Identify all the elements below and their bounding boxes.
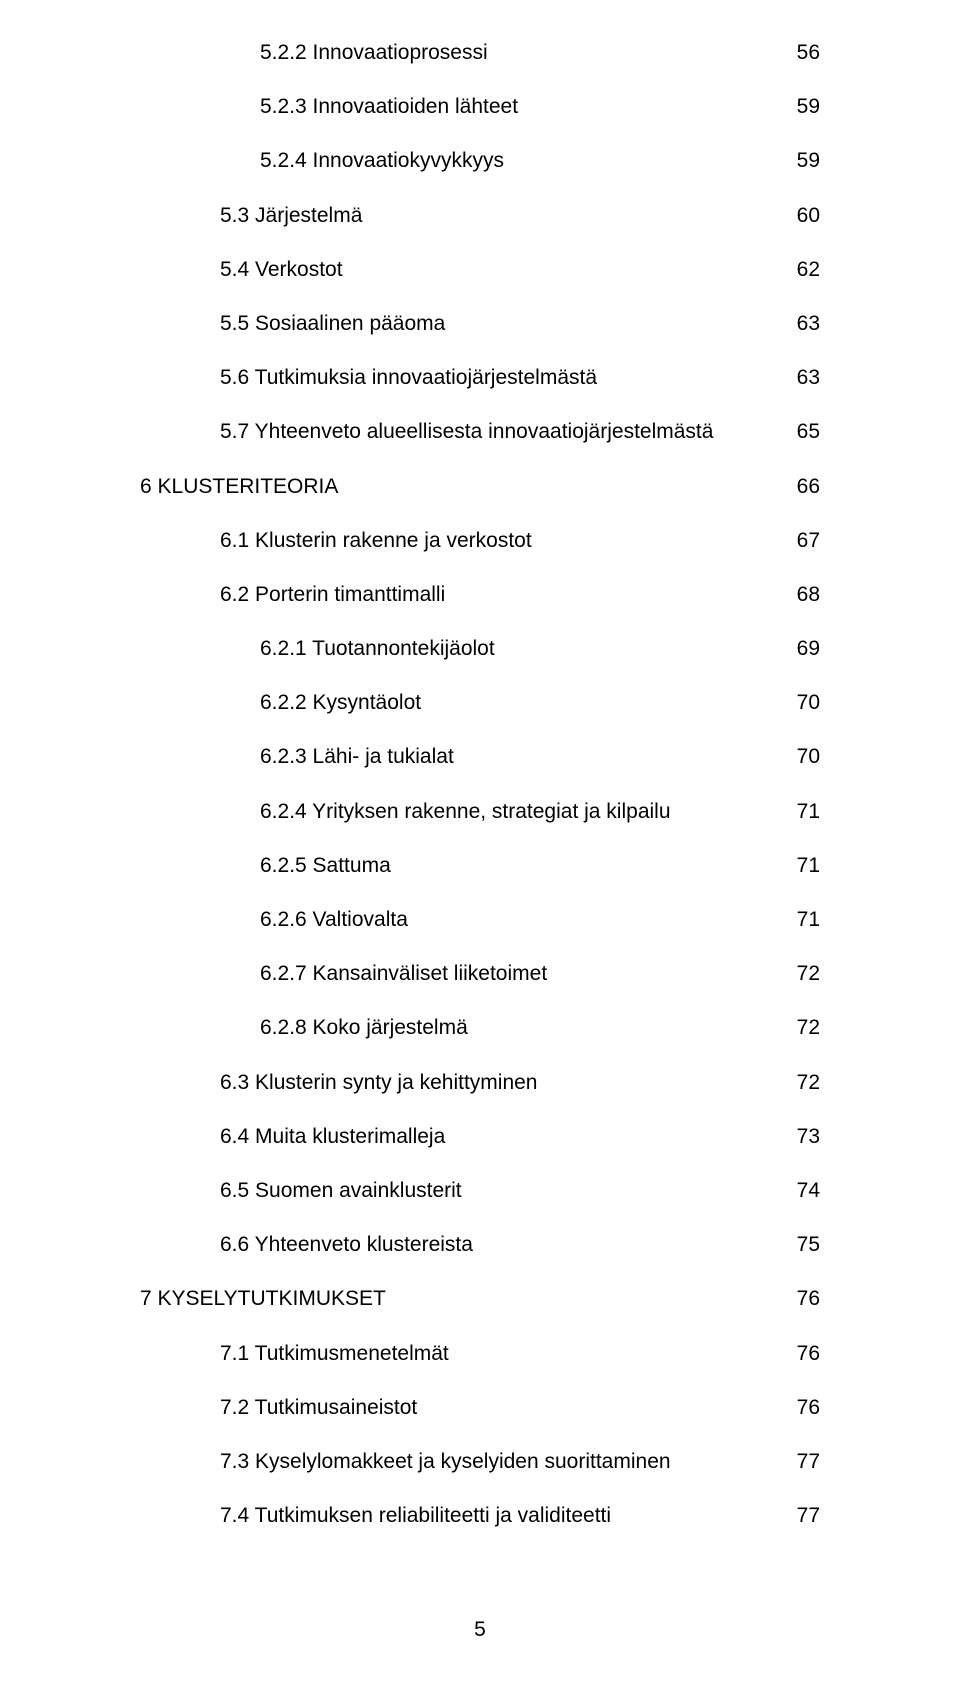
toc-entry-label: 6.2.2 Kysyntäolot	[140, 690, 421, 715]
toc-entry: 7 KYSELYTUTKIMUKSET 76	[140, 1286, 820, 1311]
toc-entry: 6.4 Muita klusterimalleja 73	[140, 1124, 820, 1149]
toc-entry-label: 5.4 Verkostot	[140, 257, 343, 282]
toc-entry-page: 74	[797, 1178, 820, 1203]
table-of-contents: 5.2.2 Innovaatioprosessi 56 5.2.3 Innovaat…	[140, 40, 820, 1528]
toc-entry-label: 6.2.8 Koko järjestelmä	[140, 1015, 468, 1040]
toc-entry-label: 5.2.3 Innovaatioiden lähteet	[140, 94, 518, 119]
toc-entry-page: 59	[797, 148, 820, 173]
toc-entry-page: 67	[797, 528, 820, 553]
toc-entry-page: 70	[797, 690, 820, 715]
toc-entry-label: 6.2.1 Tuotannontekijäolot	[140, 636, 495, 661]
toc-entry-page: 63	[797, 311, 820, 336]
toc-entry-label: 7.2 Tutkimusaineistot	[140, 1395, 417, 1420]
toc-entry-label: 6.2.4 Yrityksen rakenne, strategiat ja k…	[140, 799, 671, 824]
toc-entry-page: 60	[797, 203, 820, 228]
toc-entry: 5.4 Verkostot 62	[140, 257, 820, 282]
toc-entry-label: 7.3 Kyselylomakkeet ja kyselyiden suorit…	[140, 1449, 671, 1474]
toc-entry: 6.2.8 Koko järjestelmä 72	[140, 1015, 820, 1040]
toc-entry-label: 5.2.4 Innovaatiokyvykkyys	[140, 148, 504, 173]
toc-entry: 7.3 Kyselylomakkeet ja kyselyiden suorit…	[140, 1449, 820, 1474]
toc-entry: 6.6 Yhteenveto klustereista 75	[140, 1232, 820, 1257]
toc-entry: 7.4 Tutkimuksen reliabiliteetti ja valid…	[140, 1503, 820, 1528]
toc-entry-label: 5.6 Tutkimuksia innovaatiojärjestelmästä	[140, 365, 597, 390]
toc-entry-page: 77	[797, 1503, 820, 1528]
toc-entry: 6.1 Klusterin rakenne ja verkostot 67	[140, 528, 820, 553]
toc-entry-page: 71	[797, 799, 820, 824]
toc-entry-label: 5.2.2 Innovaatioprosessi	[140, 40, 488, 65]
toc-entry: 5.6 Tutkimuksia innovaatiojärjestelmästä…	[140, 365, 820, 390]
toc-entry-page: 70	[797, 744, 820, 769]
toc-entry-page: 59	[797, 94, 820, 119]
toc-entry-page: 72	[797, 961, 820, 986]
toc-entry-label: 6.5 Suomen avainklusterit	[140, 1178, 462, 1203]
toc-entry-label: 6.2.6 Valtiovalta	[140, 907, 408, 932]
toc-entry-page: 66	[797, 474, 820, 499]
toc-entry: 6.2.1 Tuotannontekijäolot 69	[140, 636, 820, 661]
toc-entry-label: 6 KLUSTERITEORIA	[140, 474, 338, 499]
toc-entry-label: 7.1 Tutkimusmenetelmät	[140, 1341, 449, 1366]
toc-entry-page: 77	[797, 1449, 820, 1474]
toc-entry-label: 6.2.7 Kansainväliset liiketoimet	[140, 961, 547, 986]
toc-entry: 6.2.7 Kansainväliset liiketoimet 72	[140, 961, 820, 986]
toc-entry-page: 71	[797, 853, 820, 878]
toc-entry: 5.2.2 Innovaatioprosessi 56	[140, 40, 820, 65]
toc-entry-page: 72	[797, 1015, 820, 1040]
toc-entry-page: 63	[797, 365, 820, 390]
toc-entry-page: 68	[797, 582, 820, 607]
toc-entry-label: 6.2.3 Lähi- ja tukialat	[140, 744, 454, 769]
toc-entry: 6.2.3 Lähi- ja tukialat 70	[140, 744, 820, 769]
toc-entry-page: 65	[797, 419, 820, 444]
toc-entry: 6 KLUSTERITEORIA 66	[140, 474, 820, 499]
toc-entry: 6.2.4 Yrityksen rakenne, strategiat ja k…	[140, 799, 820, 824]
toc-entry-page: 69	[797, 636, 820, 661]
toc-entry-page: 75	[797, 1232, 820, 1257]
toc-entry-label: 7.4 Tutkimuksen reliabiliteetti ja valid…	[140, 1503, 611, 1528]
toc-entry-label: 6.6 Yhteenveto klustereista	[140, 1232, 473, 1257]
toc-entry: 5.2.3 Innovaatioiden lähteet 59	[140, 94, 820, 119]
toc-entry-label: 5.5 Sosiaalinen pääoma	[140, 311, 445, 336]
toc-entry-label: 5.7 Yhteenveto alueellisesta innovaatioj…	[140, 419, 713, 444]
toc-entry-label: 6.1 Klusterin rakenne ja verkostot	[140, 528, 532, 553]
document-page: 5.2.2 Innovaatioprosessi 56 5.2.3 Innovaat…	[0, 0, 960, 1702]
toc-entry-label: 6.2 Porterin timanttimalli	[140, 582, 445, 607]
toc-entry: 5.7 Yhteenveto alueellisesta innovaatioj…	[140, 419, 820, 444]
toc-entry-label: 7 KYSELYTUTKIMUKSET	[140, 1286, 386, 1311]
toc-entry-label: 6.3 Klusterin synty ja kehittyminen	[140, 1070, 537, 1095]
toc-entry-page: 62	[797, 257, 820, 282]
toc-entry-label: 6.2.5 Sattuma	[140, 853, 391, 878]
page-number: 5	[0, 1618, 960, 1642]
toc-entry: 7.1 Tutkimusmenetelmät 76	[140, 1341, 820, 1366]
toc-entry-label: 5.3 Järjestelmä	[140, 203, 362, 228]
toc-entry: 5.3 Järjestelmä 60	[140, 203, 820, 228]
toc-entry: 7.2 Tutkimusaineistot 76	[140, 1395, 820, 1420]
toc-entry-page: 76	[797, 1395, 820, 1420]
toc-entry: 6.2.5 Sattuma 71	[140, 853, 820, 878]
toc-entry-page: 76	[797, 1341, 820, 1366]
toc-entry-label: 6.4 Muita klusterimalleja	[140, 1124, 445, 1149]
toc-entry: 5.5 Sosiaalinen pääoma 63	[140, 311, 820, 336]
toc-entry: 6.2.6 Valtiovalta 71	[140, 907, 820, 932]
toc-entry-page: 56	[797, 40, 820, 65]
toc-entry-page: 73	[797, 1124, 820, 1149]
toc-entry-page: 71	[797, 907, 820, 932]
toc-entry: 6.5 Suomen avainklusterit 74	[140, 1178, 820, 1203]
toc-entry-page: 72	[797, 1070, 820, 1095]
toc-entry: 6.2.2 Kysyntäolot 70	[140, 690, 820, 715]
toc-entry: 6.3 Klusterin synty ja kehittyminen 72	[140, 1070, 820, 1095]
toc-entry: 6.2 Porterin timanttimalli 68	[140, 582, 820, 607]
toc-entry: 5.2.4 Innovaatiokyvykkyys 59	[140, 148, 820, 173]
toc-entry-page: 76	[797, 1286, 820, 1311]
